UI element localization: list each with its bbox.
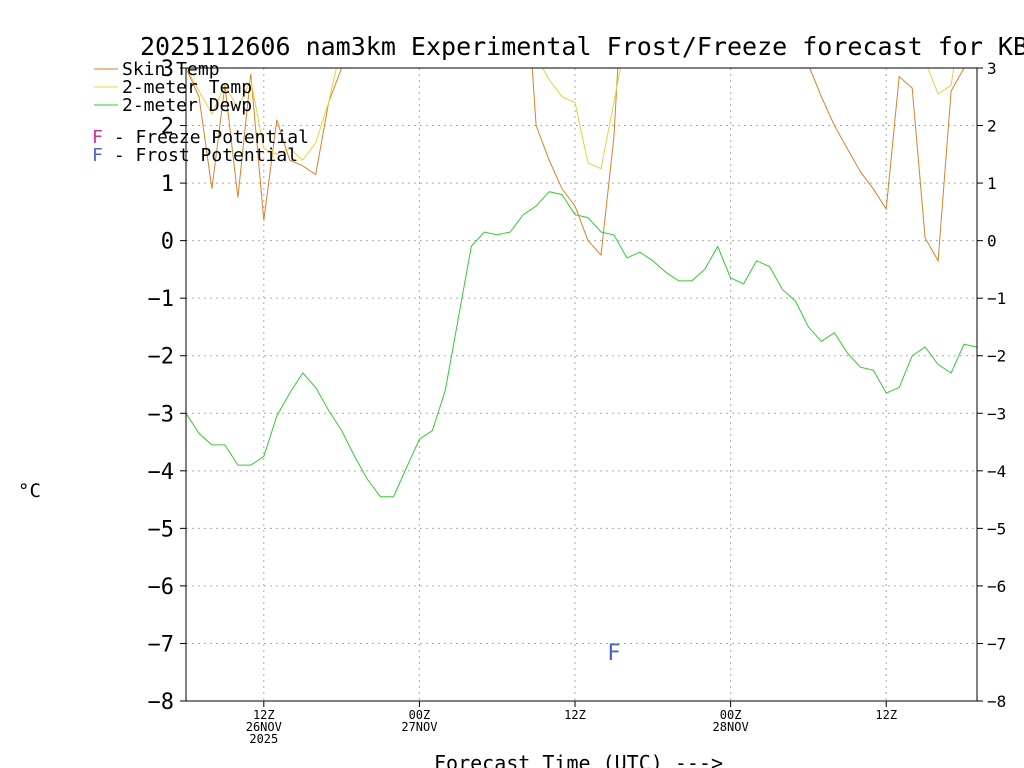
chart-title: 2025112606 nam3km Experimental Frost/Fre… [140, 32, 1024, 61]
y-tick-label-left: −3 [148, 402, 175, 427]
y-tick-label-right: −4 [987, 462, 1006, 481]
x-tick-label: 12Z [875, 708, 897, 722]
x-tick-label: 27NOV [401, 720, 437, 734]
y-tick-label-right: −1 [987, 289, 1006, 308]
y-tick-label-left: −1 [148, 287, 175, 312]
series-line-skin-temp [186, 68, 965, 263]
x-tick-label: 26NOV [246, 720, 282, 734]
x-tick-label: 12Z [564, 708, 586, 722]
y-tick-label-right: 1 [987, 174, 997, 193]
y-tick-label-left: 2 [161, 115, 174, 140]
y-tick-label-right: 0 [987, 232, 997, 251]
y-tick-label-left: −8 [148, 690, 175, 715]
marker-layer: F [607, 641, 620, 666]
x-tick-label: 2025 [249, 732, 278, 746]
legend-label-2m-dewp: 2-meter Dewp [122, 95, 252, 116]
series-layer [186, 68, 977, 498]
x-tick-label: 00Z [409, 708, 431, 722]
legend-frost-symbol: F [92, 145, 103, 166]
x-tick-label: 12Z [253, 708, 275, 722]
y-tick-label-left: −5 [148, 517, 175, 542]
series-line-2-meter-dewp [186, 191, 977, 498]
y-tick-label-left: −6 [148, 575, 175, 600]
legend-freeze-text: - Freeze Potential [103, 127, 309, 148]
y-tick-label-right: −8 [987, 692, 1006, 711]
frost-potential-marker: F [607, 641, 620, 666]
series-line-2-meter-temp [186, 68, 955, 170]
plot-frame [185, 67, 978, 702]
legend: Skin Temp 2-meter Temp 2-meter Dewp F - … [92, 59, 309, 166]
y-tick-label-right: −6 [987, 577, 1006, 596]
y-tick-label-right: −7 [987, 634, 1006, 653]
y-axis-left: 3 2 1 0 −1 −2 −3 −4 −5 −6 −7 −8 [148, 57, 186, 715]
legend-label-2m-temp: 2-meter Temp [122, 77, 252, 98]
y-tick-label-left: 0 [161, 230, 174, 255]
y-tick-label-right: −2 [987, 347, 1006, 366]
x-tick-label: 28NOV [713, 720, 749, 734]
y-axis-label: °C [18, 480, 41, 502]
x-axis-label: Forecast Time (UTC) ---> [434, 751, 723, 768]
legend-frost-text: - Frost Potential [103, 145, 298, 166]
y-tick-label-left: 3 [161, 57, 174, 82]
legend-freeze-symbol: F [92, 127, 103, 148]
y-axis-right: 3 2 1 0 −1 −2 −3 −4 −5 −6 −7 −8 [977, 59, 1006, 711]
y-tick-label-right: 2 [987, 117, 997, 136]
y-tick-label-left: 1 [161, 172, 174, 197]
y-tick-label-left: −4 [148, 460, 175, 485]
x-tick-label: 00Z [720, 708, 742, 722]
legend-label-skin-temp: Skin Temp [122, 59, 220, 80]
y-tick-label-left: −2 [148, 345, 175, 370]
y-tick-label-left: −7 [148, 632, 175, 657]
y-tick-label-right: −5 [987, 519, 1006, 538]
y-tick-label-right: 3 [987, 59, 997, 78]
y-tick-label-right: −3 [987, 404, 1006, 423]
